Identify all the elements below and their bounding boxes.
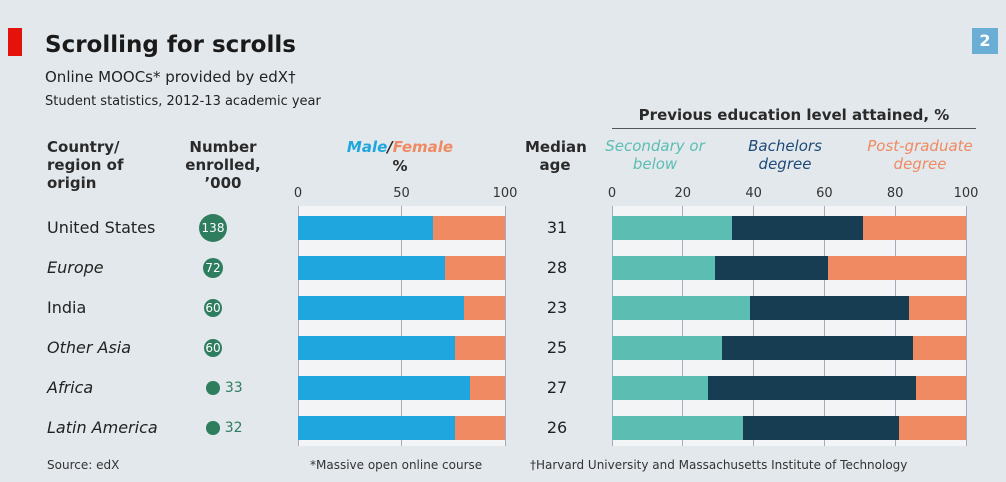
- bar-segment: [612, 296, 751, 320]
- bar-segment: [298, 416, 456, 440]
- country-label: India: [47, 298, 87, 317]
- bar-segment: [298, 336, 456, 360]
- bar-segment: [612, 336, 722, 360]
- legend-label: Bachelors degree: [748, 137, 822, 173]
- enrolled-bubble: [202, 257, 224, 279]
- bar-segment: [898, 416, 966, 440]
- x-tick-label: 0: [607, 186, 617, 201]
- red-tab: [8, 28, 22, 56]
- x-tick-label: 20: [674, 186, 692, 201]
- bar-segment: [714, 256, 828, 280]
- bar-segment: [912, 336, 966, 360]
- bar-segment: [827, 256, 966, 280]
- grid-line: [297, 206, 299, 446]
- enrolled-bubble: [203, 338, 223, 358]
- legend-female: Female: [392, 138, 454, 156]
- median-age: 26: [546, 418, 568, 437]
- country-header: Country/ region of origin: [47, 138, 124, 192]
- enrolled-label: 138: [201, 221, 225, 235]
- x-tick-label: 0: [293, 186, 303, 201]
- bar-segment: [612, 376, 708, 400]
- bar-segment: [455, 416, 505, 440]
- enrolled-label: 60: [205, 341, 221, 355]
- legend-label: Post-graduate degree: [867, 137, 973, 173]
- bar-segment: [916, 376, 966, 400]
- bar-segment: [909, 296, 966, 320]
- bar-segment: [469, 376, 505, 400]
- enrolled-bubble: [199, 214, 227, 242]
- title: Scrolling for scrolls: [45, 32, 296, 58]
- country-label: Europe: [47, 258, 104, 277]
- bar-segment: [612, 216, 733, 240]
- median-age: 25: [546, 338, 568, 357]
- bar-segment: [444, 256, 505, 280]
- grid-line: [894, 206, 896, 446]
- enrolled-bubble: [206, 381, 220, 395]
- enrolled-header: Number enrolled, ’000: [185, 138, 261, 192]
- enrolled-bubble: [206, 421, 220, 435]
- enrolled-label: 72: [205, 261, 221, 275]
- footnote: †Harvard University and Massachusetts In…: [530, 458, 908, 472]
- grid-line: [401, 206, 402, 446]
- bar-segment: [863, 216, 966, 240]
- legend-male: Male: [346, 138, 388, 156]
- age-header: Median age: [525, 138, 587, 174]
- grid-line: [753, 206, 755, 446]
- bar-segment: [455, 336, 505, 360]
- x-tick-label: 60: [816, 186, 833, 201]
- subtitle: Online MOOCs* provided by edX†: [45, 68, 296, 86]
- x-tick-label: 50: [393, 186, 410, 201]
- x-tick-label: 80: [886, 186, 904, 201]
- grid-line: [504, 206, 506, 446]
- x-tick-label: 100: [953, 186, 979, 201]
- bar-segment: [732, 216, 864, 240]
- enrolled-label: 32: [224, 420, 243, 436]
- country-label: Latin America: [47, 418, 158, 437]
- bar-segment: [750, 296, 910, 320]
- gender-unit: %: [392, 157, 408, 175]
- grid-line: [823, 206, 825, 446]
- bar-segment: [612, 416, 743, 440]
- bar-segment: [298, 216, 433, 240]
- grid-line: [611, 206, 613, 446]
- education-title: Previous education level attained, %: [638, 106, 950, 124]
- bar-segment: [721, 336, 913, 360]
- bar-segment: [742, 416, 899, 440]
- page-badge: 2: [972, 28, 998, 54]
- bar-segment: [298, 296, 464, 320]
- country-label: Africa: [47, 378, 94, 397]
- x-tick-label: 100: [492, 186, 518, 201]
- median-age: 23: [546, 298, 568, 317]
- country-label: United States: [47, 218, 156, 237]
- bar-segment: [432, 216, 505, 240]
- median-age: 31: [546, 218, 568, 237]
- x-tick-label: 40: [745, 186, 762, 201]
- panel: [612, 206, 966, 446]
- country-label: Other Asia: [47, 338, 132, 357]
- legend-label: Secondary or below: [605, 137, 705, 173]
- bar-segment: [612, 256, 715, 280]
- bar-segment: [298, 256, 445, 280]
- enrolled-label: 33: [224, 380, 243, 396]
- footnote: *Massive open online course: [310, 458, 483, 472]
- bar-segment: [298, 376, 470, 400]
- source: Source: edX: [47, 458, 120, 472]
- median-age: 27: [546, 378, 568, 397]
- bar-segment: [707, 376, 917, 400]
- median-age: 28: [546, 258, 568, 277]
- grid-line: [682, 206, 684, 446]
- enrolled-bubble: [203, 298, 223, 318]
- education-rule: [612, 128, 976, 129]
- enrolled-label: 60: [205, 301, 221, 315]
- grid-line: [965, 206, 967, 446]
- bar-segment: [463, 296, 505, 320]
- note: Student statistics, 2012-13 academic yea…: [45, 94, 321, 109]
- gender-header: Male/Female: [346, 138, 454, 156]
